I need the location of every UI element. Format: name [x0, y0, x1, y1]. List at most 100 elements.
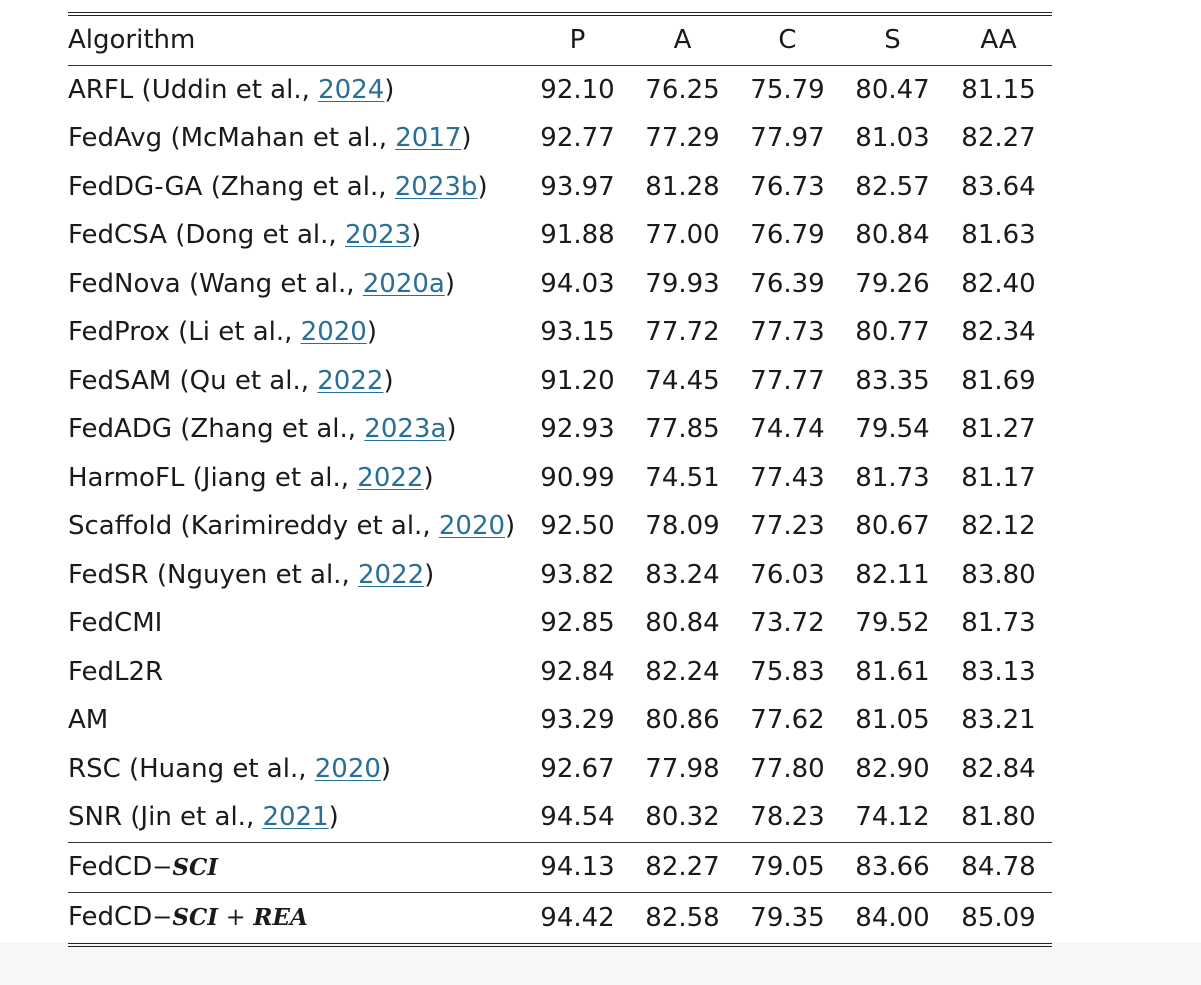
citation-link[interactable]: 2020 [438, 511, 506, 541]
algorithm-cell: FedCMI [68, 599, 525, 648]
value-cell-c: 77.80 [750, 753, 825, 784]
value-cell-p: 93.29 [540, 705, 615, 735]
method-prefix: FedCD [68, 902, 153, 932]
value-cell-c: 77.73 [750, 317, 825, 347]
algorithm-name: FedNova (Wang et al., [68, 268, 363, 299]
citation-close-paren: ) [380, 753, 392, 784]
value-cell-a: 81.28 [645, 171, 720, 202]
algorithm-cell: RSC (Huang et al., 2020) [68, 745, 525, 794]
citation-close-paren: ) [383, 365, 394, 396]
table-row: FedAvg (McMahan et al., 2017) 92.77 77.29 7… [68, 114, 1052, 163]
citation-close-paren: ) [328, 802, 339, 832]
citation-link[interactable]: 2020 [314, 753, 381, 784]
value-cell-s: 84.00 [840, 892, 945, 943]
method-prefix: FedCD [68, 851, 153, 882]
table-row: FedADG (Zhang et al., 2023a) 92.93 77.85 74… [68, 405, 1052, 454]
algorithm-name: Scaffold (Karimireddy et al., [68, 511, 439, 541]
value-cell-a: 74.45 [645, 365, 720, 396]
algorithm-cell: HarmoFL (Jiang et al., 2022) [68, 454, 525, 503]
value-cell-p: 91.20 [540, 365, 615, 396]
value-cell-p: 94.54 [540, 802, 615, 832]
page-bottom-strip [0, 942, 1201, 985]
value-cell-s: 82.11 [855, 559, 930, 590]
results-table: Algorithm P A C S AA ARFL (Uddin et al.,… [68, 16, 1052, 943]
algorithm-name: FedCSA (Dong et al., [68, 220, 345, 250]
algorithm-cell: FedAvg (McMahan et al., 2017) [68, 114, 525, 163]
table-row: FedL2R 92.84 82.24 75.83 81.61 83.13 [68, 648, 1052, 697]
value-cell-s: 80.67 [855, 511, 930, 541]
algorithm-cell: Scaffold (Karimireddy et al., 2020) [68, 502, 525, 551]
value-cell-aa: 83.21 [961, 705, 1036, 735]
algorithm-name: FedADG (Zhang et al., [68, 414, 365, 444]
value-cell-a: 79.93 [645, 268, 720, 299]
value-cell-a: 82.24 [645, 656, 720, 687]
value-cell-c: 79.05 [735, 841, 840, 893]
citation-link[interactable]: 2020 [300, 317, 367, 347]
value-cell-s: 81.61 [855, 656, 930, 687]
value-cell-a: 82.58 [630, 892, 735, 943]
top-double-rule [68, 12, 1052, 16]
value-cell-aa: 84.78 [945, 841, 1052, 893]
citation-link[interactable]: 2024 [318, 74, 385, 105]
citation-link[interactable]: 2022 [317, 365, 384, 396]
value-cell-a: 77.29 [645, 123, 720, 153]
citation-link[interactable]: 2020a [362, 268, 445, 299]
algorithm-cell: AM [68, 696, 525, 745]
table-row: Scaffold (Karimireddy et al., 2020) 92.50… [68, 502, 1052, 551]
value-cell-a: 77.00 [645, 220, 720, 250]
value-cell-s: 83.35 [855, 365, 930, 396]
citation-link[interactable]: 2022 [357, 559, 425, 590]
table-row: FedCMI 92.85 80.84 73.72 79.52 81.73 [68, 599, 1052, 648]
value-cell-c: 73.72 [750, 608, 825, 638]
algorithm-cell: ARFL (Uddin et al., 2024) [68, 65, 525, 114]
bottom-double-rule [68, 942, 1052, 947]
table-row: FedDG-GA (Zhang et al., 2023b) 93.97 81.28… [68, 163, 1052, 212]
rea-module: REA [253, 904, 308, 931]
value-cell-p: 94.13 [525, 841, 630, 893]
citation-link[interactable]: 2021 [262, 802, 329, 832]
citation-link[interactable]: 2023a [364, 414, 447, 444]
value-cell-c: 76.03 [750, 559, 825, 590]
table-row-ours: FedCD−SCI + REA 94.42 82.58 79.35 84.00 85.09 [68, 892, 1052, 943]
value-cell-a: 80.84 [645, 608, 720, 638]
value-cell-a: 74.51 [645, 462, 720, 493]
value-cell-aa: 82.40 [961, 268, 1036, 299]
value-cell-a: 80.32 [645, 802, 720, 832]
algorithm-name: SNR (Jin et al., [68, 802, 263, 832]
algorithm-cell: FedCD−SCI + REA [68, 892, 525, 943]
algorithm-name: HarmoFL (Jiang et al., [68, 462, 358, 493]
value-cell-a: 77.72 [645, 317, 720, 347]
value-cell-aa: 81.63 [961, 220, 1036, 250]
minus-sign: − [152, 903, 173, 931]
algorithm-name: FedL2R [68, 656, 164, 687]
table-row: HarmoFL (Jiang et al., 2022) 90.99 74.51 77… [68, 454, 1052, 503]
value-cell-aa: 83.64 [961, 171, 1036, 202]
header-p: P [525, 16, 630, 66]
results-table-container: Algorithm P A C S AA ARFL (Uddin et al.,… [68, 12, 1052, 947]
citation-link[interactable]: 2017 [395, 123, 462, 153]
citation-link[interactable]: 2022 [357, 462, 424, 493]
value-cell-c: 74.74 [750, 414, 825, 444]
citation-link[interactable]: 2023 [344, 220, 412, 250]
algorithm-cell: FedNova (Wang et al., 2020a) [68, 260, 525, 309]
value-cell-aa: 85.09 [945, 892, 1052, 943]
header-row: Algorithm P A C S AA [68, 16, 1052, 66]
algorithm-name: RSC (Huang et al., [68, 753, 315, 784]
value-cell-a: 83.24 [645, 559, 720, 590]
citation-close-paren: ) [411, 220, 422, 250]
header-algorithm: Algorithm [68, 16, 525, 66]
algorithm-cell: FedCSA (Dong et al., 2023) [68, 211, 525, 260]
value-cell-aa: 82.84 [961, 753, 1036, 784]
value-cell-s: 82.90 [855, 753, 930, 784]
table-row: AM 93.29 80.86 77.62 81.05 83.21 [68, 696, 1052, 745]
value-cell-p: 94.03 [540, 268, 615, 299]
value-cell-c: 76.39 [750, 268, 825, 299]
value-cell-c: 77.43 [750, 462, 825, 493]
algorithm-cell: FedADG (Zhang et al., 2023a) [68, 405, 525, 454]
citation-link[interactable]: 2023b [394, 171, 478, 202]
value-cell-p: 92.77 [540, 123, 615, 153]
value-cell-p: 93.15 [540, 317, 615, 347]
citation-close-paren: ) [366, 317, 377, 347]
value-cell-a: 82.27 [630, 841, 735, 893]
value-cell-a: 78.09 [645, 511, 720, 541]
